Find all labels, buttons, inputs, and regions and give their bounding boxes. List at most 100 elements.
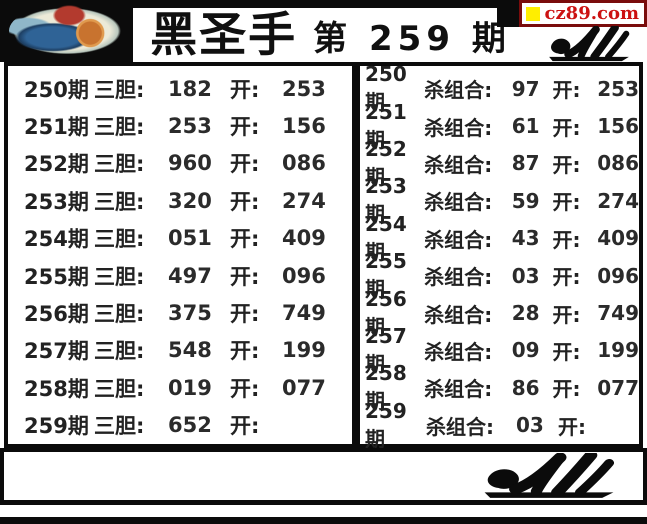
- pick-label-cell: 三胆:: [94, 152, 145, 177]
- issue-cell: 259期: [24, 414, 89, 439]
- table-row: 257期 杀组合: 09 开: 199: [360, 324, 639, 376]
- result-cell: 253: [282, 76, 326, 101]
- table-row: 254期 三胆: 051 开: 409: [8, 220, 352, 257]
- pick-value-cell: 86: [511, 375, 540, 400]
- pick-value-cell: 320: [168, 188, 212, 213]
- pick-label-cell: 杀组合:: [424, 152, 493, 177]
- painting-logo-image: [8, 5, 125, 57]
- result-cell: 156: [282, 114, 326, 139]
- issue-cell: 258期: [24, 376, 89, 401]
- table-row: 257期 三胆: 548 开: 199: [8, 332, 352, 369]
- pick-value-cell: 97: [511, 76, 540, 101]
- main-content: 250期 三胆: 182 开: 253 251期 三胆: 253 开: 156 …: [0, 62, 647, 451]
- open-label-cell: 开:: [552, 152, 581, 177]
- open-label-cell: 开:: [230, 227, 260, 252]
- three-dan-rows: 250期 三胆: 182 开: 253 251期 三胆: 253 开: 156 …: [8, 66, 352, 444]
- signature-mark-icon: [484, 453, 615, 498]
- watermark-box: cz89.com: [519, 0, 647, 27]
- pick-label-cell: 杀组合:: [424, 265, 493, 290]
- result-cell: 086: [597, 151, 639, 176]
- result-cell: 274: [597, 188, 639, 213]
- open-label-cell: 开:: [230, 302, 260, 327]
- open-label-cell: 开:: [552, 265, 581, 290]
- issue-cell: 259期: [365, 398, 407, 451]
- issue-cell: 254期: [24, 227, 89, 252]
- issue-cell: 251期: [24, 115, 89, 140]
- table-row: 254期 杀组合: 43 开: 409: [360, 212, 639, 264]
- watermark-text: cz89.com: [544, 2, 639, 24]
- result-cell: 749: [282, 301, 326, 326]
- pick-label-cell: 杀组合:: [424, 227, 493, 252]
- table-row: 253期 杀组合: 59 开: 274: [360, 174, 639, 226]
- top-black-strip: [133, 0, 545, 8]
- table-row: 258期 杀组合: 86 开: 077: [360, 361, 639, 413]
- kill-combo-panel: 250期 杀组合: 97 开: 253 251期 杀组合: 61 开: 156 …: [356, 62, 643, 451]
- pick-label-cell: 杀组合:: [424, 377, 493, 402]
- table-row: 251期 三胆: 253 开: 156: [8, 107, 352, 144]
- result-cell: 409: [597, 226, 639, 251]
- pick-label-cell: 三胆:: [94, 77, 145, 102]
- issue-cell: 256期: [24, 302, 89, 327]
- kill-combo-rows: 250期 杀组合: 97 开: 253 251期 杀组合: 61 开: 156 …: [360, 62, 639, 451]
- table-row: 250期 杀组合: 97 开: 253: [360, 62, 639, 114]
- open-label-cell: 开:: [230, 77, 260, 102]
- pick-value-cell: 28: [511, 301, 540, 326]
- pick-label-cell: 杀组合:: [424, 190, 493, 215]
- pick-label-cell: 三胆:: [94, 227, 145, 252]
- pick-value-cell: 051: [168, 226, 212, 251]
- open-label-cell: 开:: [552, 302, 581, 327]
- pick-value-cell: 182: [168, 76, 212, 101]
- issue-number-label: 第 259 期: [313, 19, 511, 59]
- pick-value-cell: 87: [511, 151, 540, 176]
- open-label-cell: 开:: [552, 190, 581, 215]
- pick-label-cell: 三胆:: [94, 115, 145, 140]
- issue-cell: 251期: [365, 99, 407, 152]
- issue-cell: 258期: [365, 361, 407, 414]
- open-label-cell: 开:: [552, 115, 581, 140]
- table-row: 253期 三胆: 320 开: 274: [8, 182, 352, 219]
- pick-value-cell: 253: [168, 114, 212, 139]
- open-label-cell: 开:: [552, 227, 581, 252]
- result-cell: 253: [597, 76, 639, 101]
- pick-label-cell: 三胆:: [94, 339, 145, 364]
- result-cell: 077: [597, 375, 639, 400]
- result-cell: 086: [282, 151, 326, 176]
- pick-value-cell: 375: [168, 301, 212, 326]
- pick-value-cell: 497: [168, 263, 212, 288]
- page-title: 黑圣手 第 259 期: [138, 8, 523, 62]
- pick-value-cell: 652: [168, 413, 212, 438]
- pick-label-cell: 三胆:: [94, 302, 145, 327]
- result-cell: 096: [282, 263, 326, 288]
- issue-cell: 256期: [365, 286, 407, 339]
- table-row: 251期 杀组合: 61 开: 156: [360, 100, 639, 152]
- open-label-cell: 开:: [230, 115, 260, 140]
- pick-label-cell: 三胆:: [94, 189, 145, 214]
- pick-value-cell: 61: [511, 114, 540, 139]
- result-cell: 096: [597, 263, 639, 288]
- table-row: 255期 三胆: 497 开: 096: [8, 257, 352, 294]
- open-label-cell: 开:: [552, 78, 581, 103]
- result-cell: 199: [282, 338, 326, 363]
- issue-cell: 255期: [24, 264, 89, 289]
- result-cell: 156: [597, 114, 639, 139]
- signature-mark-icon: [549, 26, 630, 62]
- bottom-band: [0, 448, 647, 505]
- bottom-black-strip: [0, 517, 647, 524]
- pick-label-cell: 三胆:: [94, 264, 145, 289]
- result-cell: 274: [282, 188, 326, 213]
- issue-cell: 257期: [365, 323, 407, 376]
- table-row: 258期 三胆: 019 开: 077: [8, 369, 352, 406]
- table-row: 252期 杀组合: 87 开: 086: [360, 137, 639, 189]
- issue-cell: 250期: [24, 77, 89, 102]
- issue-cell: 250期: [365, 62, 407, 115]
- issue-cell: 255期: [365, 249, 407, 302]
- table-row: 259期 杀组合: 03 开:: [360, 399, 639, 451]
- pick-value-cell: 09: [511, 338, 540, 363]
- table-row: 252期 三胆: 960 开: 086: [8, 145, 352, 182]
- result-cell: 077: [282, 375, 326, 400]
- open-label-cell: 开:: [552, 377, 581, 402]
- table-row: 255期 杀组合: 03 开: 096: [360, 249, 639, 301]
- issue-cell: 253期: [365, 174, 407, 227]
- pick-label-cell: 杀组合:: [424, 339, 493, 364]
